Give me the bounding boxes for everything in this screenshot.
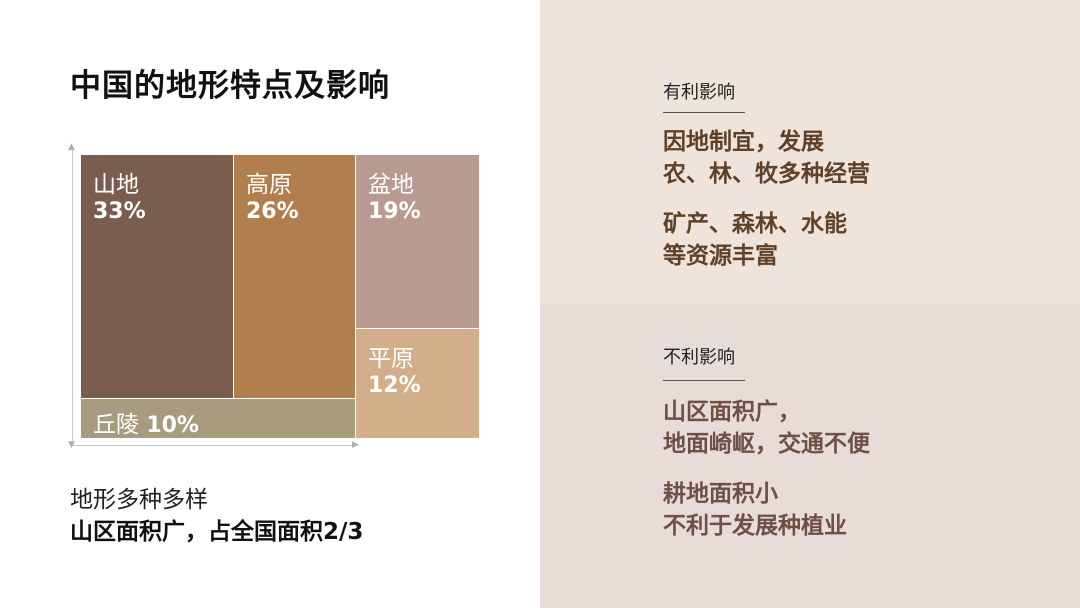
negative-point-1: 山区面积广， 地面崎岖，交通不便	[663, 396, 870, 460]
positive-point-1-line-1: 因地制宜，发展	[663, 129, 824, 155]
negative-point-1-line-2: 地面崎岖，交通不便	[663, 431, 870, 457]
tile-value: 26%	[246, 199, 299, 224]
caption-line-2: 山区面积广，占全国面积2/3	[70, 519, 364, 545]
x-axis-line	[72, 445, 356, 446]
positive-point-1: 因地制宜，发展 农、林、牧多种经营	[663, 126, 870, 190]
tile-label: 高原	[246, 172, 292, 198]
tile-5: 丘陵 10%	[81, 399, 355, 438]
tile-4: 平原 12%	[356, 329, 479, 438]
negative-point-2-line-2: 不利于发展种植业	[663, 513, 847, 539]
negative-panel	[540, 304, 1080, 608]
y-axis-arrow-top-icon: ▲	[68, 142, 75, 152]
caption-line-1: 地形多种多样	[70, 487, 208, 513]
negative-heading-rule	[663, 380, 745, 381]
negative-heading: 不利影响	[663, 347, 735, 368]
positive-heading: 有利影响	[663, 82, 735, 103]
tile-label-name: 丘陵	[93, 412, 147, 438]
tile-label: 山地	[93, 172, 139, 198]
positive-point-1-line-2: 农、林、牧多种经营	[663, 161, 870, 187]
tile-label: 丘陵 10%	[93, 405, 199, 439]
tile-value: 10%	[146, 413, 199, 438]
tile-3: 盆地 19%	[356, 155, 479, 328]
negative-point-1-line-1: 山区面积广，	[663, 399, 801, 425]
page-title: 中国的地形特点及影响	[70, 68, 390, 104]
positive-point-2-line-1: 矿产、森林、水能	[663, 211, 847, 237]
tile-value: 33%	[93, 199, 146, 224]
positive-point-2: 矿产、森林、水能 等资源丰富	[663, 208, 847, 272]
negative-point-2-line-1: 耕地面积小	[663, 481, 778, 507]
negative-point-2: 耕地面积小 不利于发展种植业	[663, 478, 847, 542]
x-axis-arrow-right-icon: ▶	[352, 440, 359, 450]
tile-2: 高原 26%	[234, 155, 355, 398]
tile-label: 盆地	[368, 172, 414, 198]
tile-value: 12%	[368, 373, 421, 398]
terrain-treemap: ▲ ▼ ▶ 山地 33% 高原 26% 盆地 19% 平原 12% 丘陵 10%	[0, 0, 540, 470]
y-axis-arrow-bottom-icon: ▼	[68, 440, 75, 450]
y-axis-line	[72, 150, 73, 442]
positive-panel	[540, 0, 1080, 304]
tile-label: 平原	[368, 346, 414, 372]
tile-value: 19%	[368, 199, 421, 224]
positive-point-2-line-2: 等资源丰富	[663, 243, 778, 269]
positive-heading-rule	[663, 112, 745, 113]
tile-1: 山地 33%	[81, 155, 233, 398]
